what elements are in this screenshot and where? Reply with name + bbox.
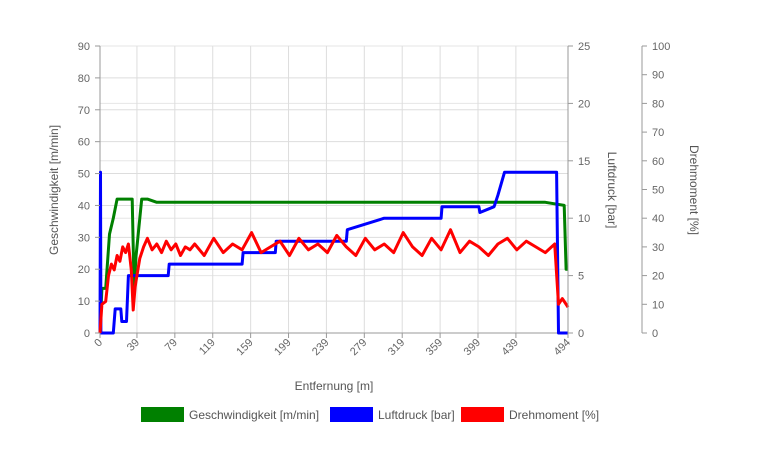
tick-label-left-0: 0 (84, 328, 90, 340)
plot-frame (99, 46, 568, 334)
legend-item-geschwindigkeit[interactable]: Geschwindigkeit [m/min] (141, 407, 319, 422)
series-line-luftdruck (98, 170, 568, 335)
tick-label-drehmoment-10: 10 (652, 299, 664, 311)
tick-label-drehmoment-30: 30 (652, 242, 664, 254)
tick-label-x-119: 119 (197, 337, 218, 358)
tick-label-x-319: 319 (386, 337, 407, 358)
legend-label-drehmoment: Drehmoment [%] (509, 408, 599, 422)
tick-label-left-20: 20 (78, 264, 90, 276)
y-axis-title-left: Geschwindigkeit [m/min] (47, 125, 61, 255)
tick-label-luftdruck-10: 10 (578, 213, 590, 225)
legend-swatch-luftdruck (330, 407, 373, 422)
tick-label-drehmoment-40: 40 (652, 213, 664, 225)
legend-swatch-drehmoment (461, 407, 504, 422)
tick-label-left-90: 90 (78, 41, 90, 53)
tick-label-left-10: 10 (78, 296, 90, 308)
tick-label-luftdruck-0: 0 (578, 328, 584, 340)
legend-label-geschwindigkeit: Geschwindigkeit [m/min] (189, 408, 319, 422)
series-line-drehmoment (98, 228, 570, 334)
tick-label-x-199: 199 (272, 337, 293, 358)
series-layer (98, 170, 570, 335)
y-axis-title-luftdruck: Luftdruck [bar] (605, 152, 619, 229)
grid (99, 45, 569, 334)
tick-label-left-60: 60 (78, 137, 90, 149)
drehmoment-axis: 0 10 20 30 40 50 60 70 80 90 100 (641, 41, 670, 340)
tick-label-x-494: 494 (552, 337, 573, 358)
tick-label-x-39: 39 (125, 337, 142, 354)
tick-label-luftdruck-20: 20 (578, 98, 590, 110)
tick-label-drehmoment-80: 80 (652, 98, 664, 110)
tick-label-drehmoment-60: 60 (652, 156, 664, 168)
tick-label-drehmoment-0: 0 (652, 328, 658, 340)
tick-label-x-159: 159 (234, 337, 255, 358)
tick-label-x-279: 279 (348, 337, 369, 358)
y-axis-title-drehmoment: Drehmoment [%] (687, 145, 701, 235)
legend-swatch-geschwindigkeit (141, 407, 184, 422)
legend-item-luftdruck[interactable]: Luftdruck [bar] (330, 407, 455, 422)
tick-label-drehmoment-100: 100 (652, 41, 670, 53)
tick-label-left-30: 30 (78, 232, 90, 244)
tick-label-drehmoment-50: 50 (652, 185, 664, 197)
x-axis: 0 39 79 119 159 199 239 279 319 359 399 439 494 (92, 333, 573, 358)
tick-label-x-79: 79 (163, 337, 180, 354)
tick-label-left-50: 50 (78, 169, 90, 181)
tick-label-x-0: 0 (92, 337, 105, 350)
tick-label-left-40: 40 (78, 200, 90, 212)
tick-label-x-239: 239 (310, 337, 331, 358)
x-axis-title: Entfernung [m] (295, 379, 374, 393)
tick-label-luftdruck-5: 5 (578, 271, 584, 283)
tick-label-drehmoment-20: 20 (652, 271, 664, 283)
tick-label-drehmoment-70: 70 (652, 127, 664, 139)
legend-item-drehmoment[interactable]: Drehmoment [%] (461, 407, 599, 422)
luftdruck-axis: 0 5 10 15 20 25 (567, 41, 590, 340)
tick-label-luftdruck-25: 25 (578, 41, 590, 53)
tick-label-luftdruck-15: 15 (578, 156, 590, 168)
tick-label-drehmoment-90: 90 (652, 70, 664, 82)
tick-label-left-80: 80 (78, 73, 90, 85)
tick-label-x-439: 439 (500, 337, 521, 358)
tick-label-left-70: 70 (78, 105, 90, 117)
tick-label-x-399: 399 (462, 337, 483, 358)
legend-label-luftdruck: Luftdruck [bar] (378, 408, 455, 422)
left-axis: 0 10 20 30 40 50 60 70 80 90 (78, 41, 100, 340)
series-line-geschwindigkeit (98, 197, 568, 334)
legend: Geschwindigkeit [m/min] Luftdruck [bar] … (141, 407, 599, 422)
tick-label-x-359: 359 (424, 337, 445, 358)
